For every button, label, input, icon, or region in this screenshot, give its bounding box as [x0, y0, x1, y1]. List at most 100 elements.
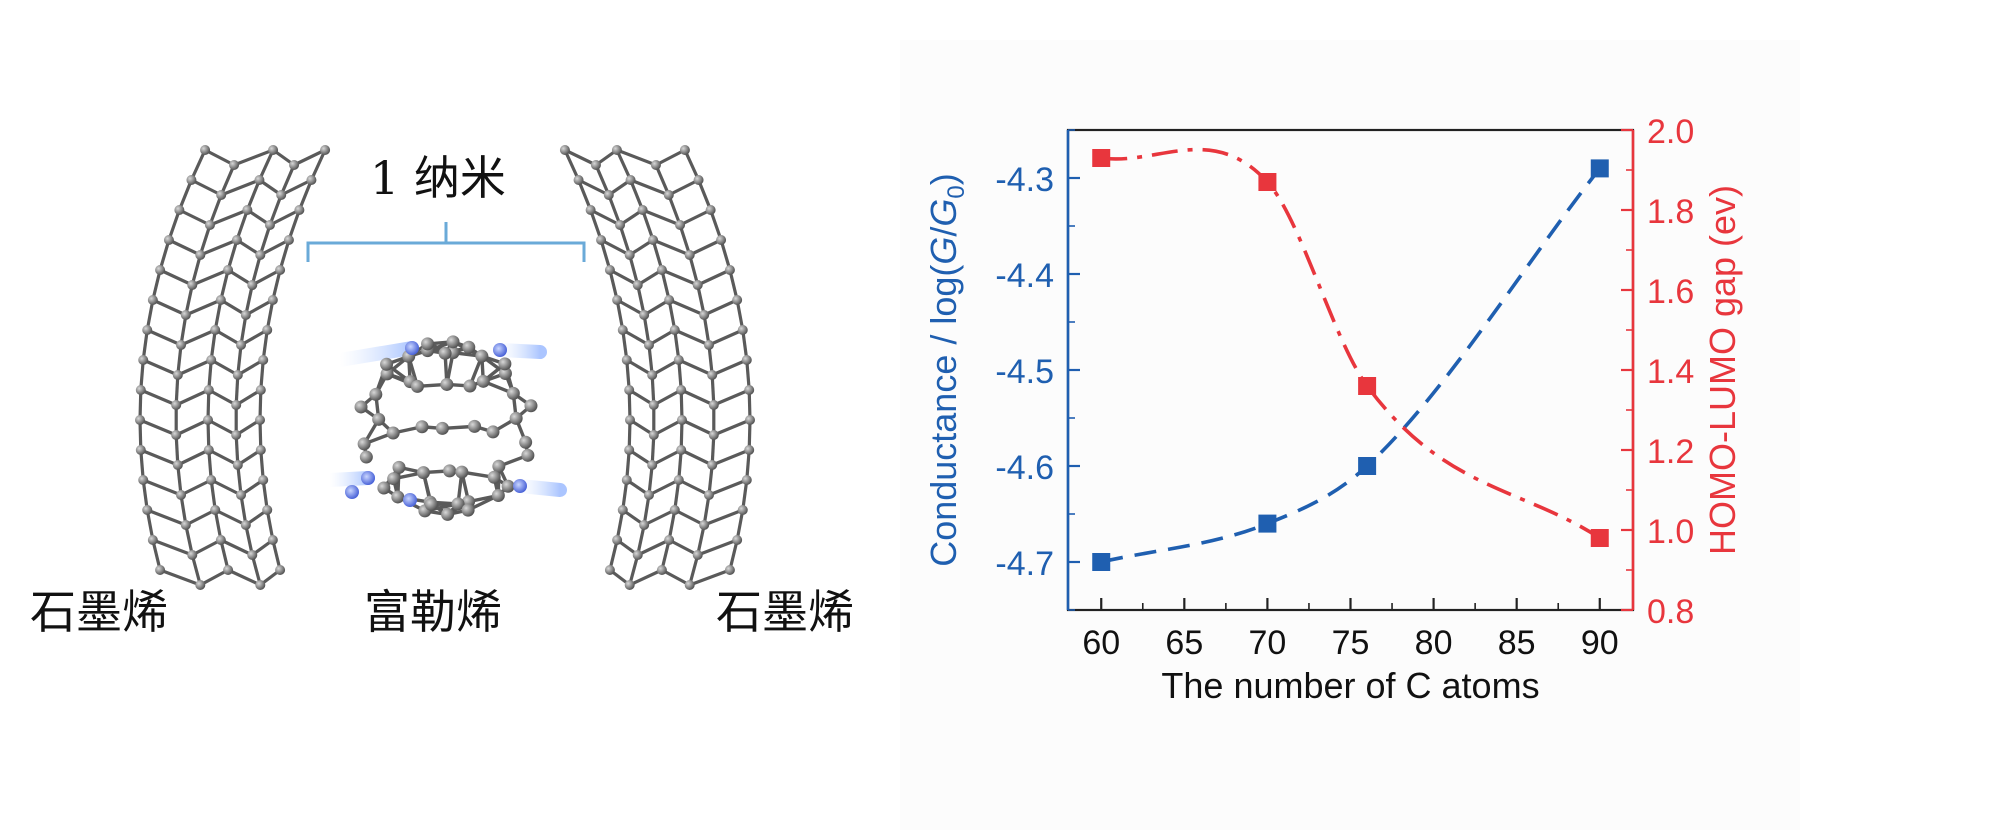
right-graphene-atom — [626, 175, 636, 185]
right-tick-label: 0.8 — [1647, 593, 1694, 631]
right-tick-label: 1.0 — [1647, 513, 1694, 551]
gap-data-point — [1358, 377, 1376, 395]
right-graphene-bond — [682, 420, 714, 435]
right-graphene-bond — [669, 180, 699, 195]
right-graphene-sheet — [560, 145, 755, 590]
left-graphene-atom — [205, 220, 215, 230]
fullerene-molecule — [330, 335, 560, 521]
right-graphene-atom — [744, 385, 754, 395]
left-y-title-sub: 0 — [943, 185, 970, 198]
left-graphene-atom — [268, 535, 278, 545]
fullerene-atom — [391, 490, 404, 503]
right-graphene-atom — [694, 175, 704, 185]
left-graphene-atom — [275, 265, 285, 275]
left-graphene-bond — [143, 360, 178, 375]
right-graphene-atom — [664, 190, 674, 200]
left-y-title-g2: G — [923, 199, 964, 227]
highlighted-atom — [361, 471, 375, 485]
left-graphene-atom — [155, 565, 165, 575]
left-graphene-atom — [206, 355, 216, 365]
conductance-gap-chart: -4.3-4.4-4.5-4.6-4.7 2.01.81.61.41.21.00… — [900, 40, 1800, 830]
right-graphene-bond — [679, 360, 712, 375]
fullerene-atom — [436, 422, 449, 435]
left-graphene-atom — [173, 460, 183, 470]
right-graphene-atom — [699, 520, 709, 530]
left-graphene-bond — [160, 270, 192, 285]
left-y-title-slash: / — [923, 227, 964, 237]
right-graphene-atom — [675, 220, 685, 230]
right-graphene-atom — [738, 325, 748, 335]
x-axis-title: The number of C atoms — [1161, 665, 1539, 706]
left-graphene-atom — [255, 250, 265, 260]
scale-bracket — [308, 222, 584, 262]
right-graphene-atom — [725, 565, 735, 575]
right-graphene-atom — [685, 250, 695, 260]
right-graphene-atom — [624, 445, 634, 455]
fullerene-atom — [439, 347, 452, 360]
right-graphene-bond — [704, 300, 737, 315]
right-graphene-atom — [604, 190, 614, 200]
right-graphene-bond — [669, 300, 704, 315]
x-tick-label: 75 — [1332, 624, 1370, 662]
right-graphene-atom — [676, 445, 686, 455]
left-graphene-atom — [155, 265, 165, 275]
right-graphene-atom — [649, 400, 659, 410]
left-graphene-atom — [258, 475, 268, 485]
right-graphene-atom — [651, 160, 661, 170]
left-graphene-atom — [136, 445, 146, 455]
left-graphene-atom — [210, 505, 220, 515]
fullerene-atom — [355, 400, 368, 413]
fullerene-atom — [417, 466, 430, 479]
gap-data-point — [1591, 529, 1609, 547]
left-graphene-atom — [142, 505, 152, 515]
left-tick-label: -4.6 — [995, 449, 1054, 487]
left-graphene-bond — [192, 270, 228, 285]
right-graphene-atom — [625, 580, 635, 590]
right-graphene-atom — [664, 295, 674, 305]
right-graphene-atom — [738, 505, 748, 515]
left-graphene-atom — [241, 310, 251, 320]
left-graphene-atom — [195, 250, 205, 260]
left-graphene-sheet — [135, 145, 330, 590]
right-graphene-atom — [699, 310, 709, 320]
right-graphene-atom — [657, 565, 667, 575]
right-graphene-atom — [685, 580, 695, 590]
left-graphene-atom — [233, 370, 243, 380]
conductance-series-line — [1101, 168, 1600, 562]
x-tick-label: 85 — [1498, 624, 1536, 662]
left-graphene-atom — [135, 415, 145, 425]
fullerene-atom — [441, 508, 454, 521]
left-graphene-atom — [187, 280, 197, 290]
right-graphene-atom — [677, 415, 687, 425]
left-graphene-bond — [169, 240, 200, 255]
right-graphene-label: 石墨烯 — [716, 576, 854, 642]
highlighted-atom — [405, 341, 419, 355]
left-graphene-atom — [255, 415, 265, 425]
right-graphene-atom — [644, 340, 654, 350]
left-graphene-atom — [216, 535, 226, 545]
left-tick-label: -4.4 — [995, 257, 1054, 295]
fullerene-atom — [475, 350, 488, 363]
left-graphene-bond — [178, 450, 209, 465]
right-graphene-atom — [670, 325, 680, 335]
right-graphene-bond — [680, 210, 711, 225]
left-graphene-atom — [203, 415, 213, 425]
left-graphene-bond — [181, 330, 215, 345]
left-tick-label: -4.3 — [995, 161, 1054, 199]
right-graphene-bond — [709, 480, 747, 495]
left-graphene-bond — [191, 180, 221, 195]
right-graphene-bond — [712, 360, 747, 375]
left-graphene-atom — [306, 175, 316, 185]
left-graphene-bond — [153, 300, 186, 315]
fullerene-atom — [502, 480, 515, 493]
left-graphene-atom — [223, 265, 233, 275]
right-graphene-atom — [622, 475, 632, 485]
right-graphene-atom — [639, 310, 649, 320]
fullerene-atom — [498, 357, 511, 370]
left-tick-label: -4.7 — [995, 545, 1054, 583]
left-graphene-atom — [262, 505, 272, 515]
series-lines — [1101, 150, 1600, 562]
left-tick-label: -4.5 — [995, 353, 1054, 391]
left-graphene-atom — [256, 385, 266, 395]
right-graphene-bond — [690, 240, 721, 255]
